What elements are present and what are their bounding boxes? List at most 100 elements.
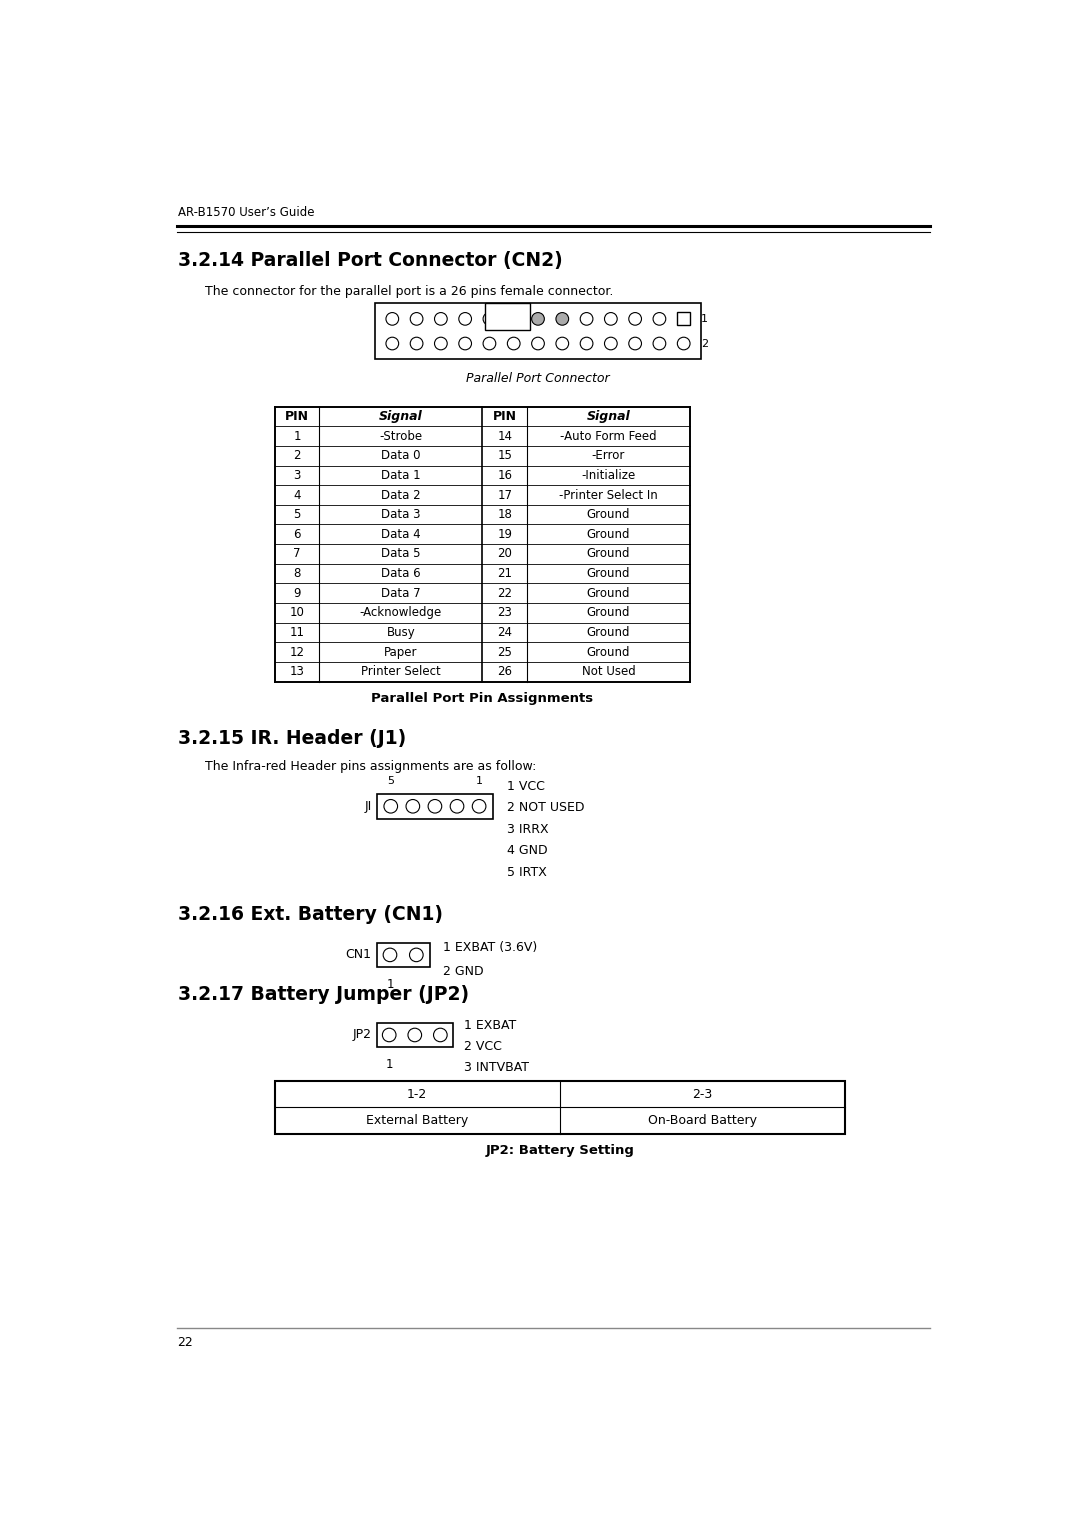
Text: 5 IRTX: 5 IRTX	[507, 866, 546, 879]
Text: 18: 18	[497, 509, 512, 521]
Text: -Strobe: -Strobe	[379, 429, 422, 443]
Text: 3 IRRX: 3 IRRX	[507, 824, 549, 836]
Text: 24: 24	[497, 626, 512, 639]
Text: 3.2.14 Parallel Port Connector (CN2): 3.2.14 Parallel Port Connector (CN2)	[177, 251, 563, 270]
Text: 20: 20	[497, 547, 512, 561]
Text: 25: 25	[497, 646, 512, 659]
Text: 9: 9	[294, 587, 300, 599]
Text: External Battery: External Battery	[366, 1114, 469, 1128]
Text: 11: 11	[289, 626, 305, 639]
Text: 22: 22	[497, 587, 512, 599]
Text: PIN: PIN	[285, 410, 309, 423]
Circle shape	[531, 313, 544, 325]
Text: 5: 5	[294, 509, 300, 521]
Text: 4: 4	[294, 489, 300, 501]
Text: Printer Select: Printer Select	[361, 665, 441, 678]
Text: 10: 10	[289, 607, 305, 619]
Bar	[377, 795, 494, 819]
Text: 1: 1	[701, 313, 707, 324]
Text: Ground: Ground	[586, 646, 631, 659]
Text: AR-B1570 User’s Guide: AR-B1570 User’s Guide	[177, 206, 314, 219]
Circle shape	[556, 313, 569, 325]
Text: 12: 12	[289, 646, 305, 659]
Text: Data 1: Data 1	[381, 469, 420, 481]
Text: 7: 7	[294, 547, 300, 561]
Text: -Error: -Error	[592, 449, 625, 463]
Text: 1: 1	[475, 776, 483, 787]
Bar	[375, 304, 701, 359]
Text: Parallel Port Pin Assignments: Parallel Port Pin Assignments	[372, 692, 593, 704]
Text: Data 7: Data 7	[381, 587, 420, 599]
Text: 13: 13	[289, 665, 305, 678]
Text: Parallel Port Connector: Parallel Port Connector	[467, 373, 610, 385]
Text: 3.2.17 Battery Jumper (JP2): 3.2.17 Battery Jumper (JP2)	[177, 986, 469, 1004]
Text: Not Used: Not Used	[582, 665, 635, 678]
Text: Signal: Signal	[379, 410, 422, 423]
Text: Data 5: Data 5	[381, 547, 420, 561]
Bar	[377, 943, 430, 967]
Circle shape	[508, 313, 521, 325]
Text: 17: 17	[497, 489, 512, 501]
Text: 4 GND: 4 GND	[507, 845, 548, 857]
Text: 1: 1	[387, 978, 394, 992]
Text: 2 NOT USED: 2 NOT USED	[507, 801, 584, 814]
Text: -Acknowledge: -Acknowledge	[360, 607, 442, 619]
Text: 2: 2	[701, 339, 707, 348]
Text: 14: 14	[497, 429, 512, 443]
Text: 22: 22	[177, 1337, 193, 1349]
Text: Ground: Ground	[586, 607, 631, 619]
Text: On-Board Battery: On-Board Battery	[648, 1114, 757, 1128]
Text: Ground: Ground	[586, 509, 631, 521]
Text: Ground: Ground	[586, 587, 631, 599]
Text: 1: 1	[294, 429, 300, 443]
Text: Ground: Ground	[586, 567, 631, 581]
Text: 23: 23	[497, 607, 512, 619]
Text: The connector for the parallel port is a 26 pins female connector.: The connector for the parallel port is a…	[205, 284, 613, 298]
Text: JI: JI	[364, 799, 372, 813]
Text: Paper: Paper	[384, 646, 418, 659]
Text: 1 VCC: 1 VCC	[507, 779, 545, 793]
Bar	[485, 304, 530, 330]
Text: 2 GND: 2 GND	[444, 966, 484, 978]
Text: CN1: CN1	[346, 949, 372, 961]
Text: 21: 21	[497, 567, 512, 581]
Text: 5: 5	[388, 776, 394, 787]
Text: 2 VCC: 2 VCC	[464, 1041, 502, 1053]
Text: -Auto Form Feed: -Auto Form Feed	[561, 429, 657, 443]
Text: 3 INTVBAT: 3 INTVBAT	[464, 1060, 529, 1074]
Bar	[677, 312, 690, 325]
Text: 1-2: 1-2	[407, 1088, 428, 1100]
Text: 3.2.16 Ext. Battery (CN1): 3.2.16 Ext. Battery (CN1)	[177, 906, 443, 924]
Text: Data 4: Data 4	[381, 527, 420, 541]
Text: 15: 15	[497, 449, 512, 463]
Text: The Infra-red Header pins assignments are as follow:: The Infra-red Header pins assignments ar…	[205, 759, 536, 773]
Text: 3: 3	[294, 469, 300, 481]
Text: 2: 2	[294, 449, 300, 463]
Text: Data 0: Data 0	[381, 449, 420, 463]
Text: -Printer Select In: -Printer Select In	[559, 489, 658, 501]
Text: 8: 8	[294, 567, 300, 581]
Text: 1 EXBAT: 1 EXBAT	[464, 1019, 516, 1033]
Text: 3.2.15 IR. Header (J1): 3.2.15 IR. Header (J1)	[177, 729, 406, 749]
Text: 19: 19	[497, 527, 512, 541]
Text: Data 6: Data 6	[381, 567, 420, 581]
Text: PIN: PIN	[492, 410, 516, 423]
Text: 16: 16	[497, 469, 512, 481]
Bar	[274, 1082, 845, 1134]
Text: Ground: Ground	[586, 527, 631, 541]
Text: Ground: Ground	[586, 626, 631, 639]
Text: Signal: Signal	[586, 410, 631, 423]
Text: 6: 6	[294, 527, 300, 541]
Text: JP2: Battery Setting: JP2: Battery Setting	[485, 1144, 634, 1157]
Text: 1: 1	[386, 1057, 393, 1071]
Text: 26: 26	[497, 665, 512, 678]
Text: JP2: JP2	[352, 1028, 372, 1042]
Text: -Initialize: -Initialize	[581, 469, 636, 481]
Text: Data 2: Data 2	[381, 489, 420, 501]
Text: 2-3: 2-3	[692, 1088, 713, 1100]
Text: 1 EXBAT (3.6V): 1 EXBAT (3.6V)	[444, 941, 538, 953]
Text: Ground: Ground	[586, 547, 631, 561]
Text: Busy: Busy	[387, 626, 415, 639]
Text: Data 3: Data 3	[381, 509, 420, 521]
Bar	[377, 1022, 453, 1047]
